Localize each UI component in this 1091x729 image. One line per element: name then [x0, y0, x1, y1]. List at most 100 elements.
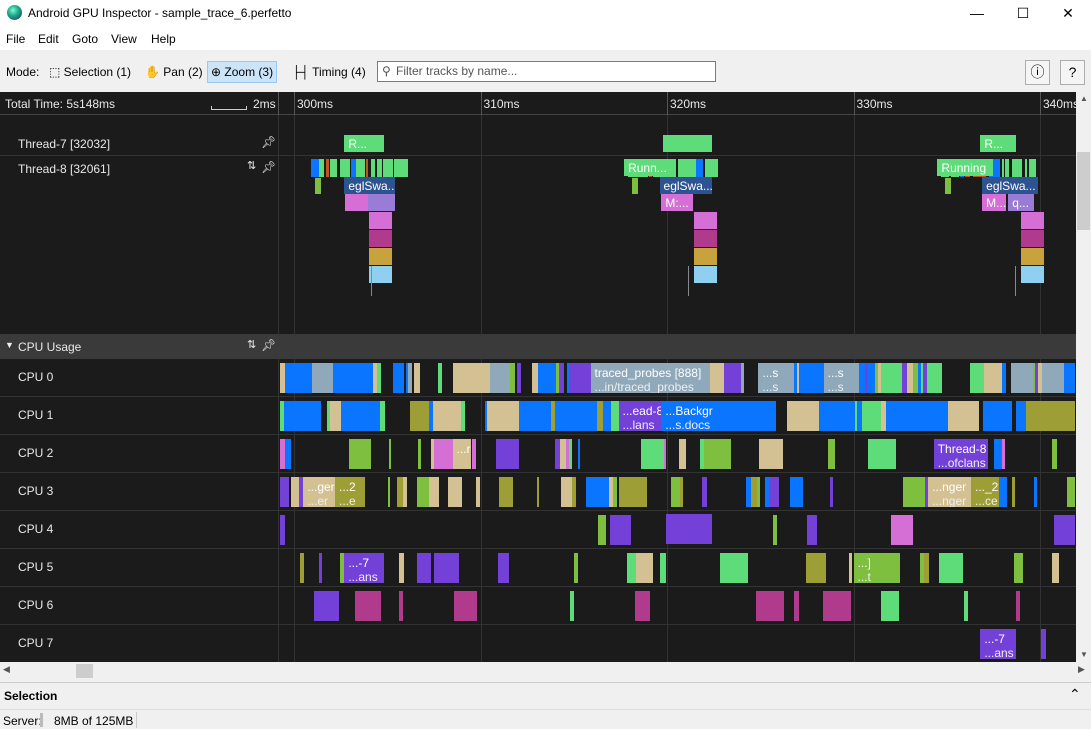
cpu-slice: [319, 553, 322, 583]
expand-icon[interactable]: ⇅: [247, 339, 257, 351]
slice[interactable]: [663, 135, 712, 152]
scrollbar-thumb[interactable]: [76, 664, 93, 678]
cpu-slice: [414, 363, 420, 393]
slice[interactable]: ...-7 ...ans: [344, 553, 384, 583]
info-button[interactable]: ⓘ: [1025, 60, 1050, 85]
cpu-slice: [963, 591, 969, 621]
cpu-slice: [925, 477, 931, 507]
slice[interactable]: ...nger ...nger: [928, 477, 971, 507]
slice[interactable]: ...] ...t: [853, 553, 901, 583]
cpu-slice: [988, 401, 1012, 431]
slice: [688, 266, 689, 296]
slice: [694, 266, 717, 283]
cpu-slice: [460, 401, 465, 431]
vertical-scrollbar[interactable]: ▲ ▼: [1076, 92, 1091, 662]
slice-label: ..._2: [974, 480, 999, 494]
menu-goto[interactable]: Goto: [72, 32, 99, 46]
pin-icon[interactable]: 📌︎: [261, 160, 277, 174]
pin-icon[interactable]: 📌︎: [261, 338, 277, 352]
slice[interactable]: ...Backgr ...s.docs: [661, 401, 746, 431]
slice[interactable]: Runn...: [624, 159, 671, 176]
pin-icon[interactable]: 📌︎: [261, 135, 277, 149]
cpu-slice: [408, 363, 412, 393]
scroll-down-icon[interactable]: ▼: [1080, 650, 1088, 659]
slice[interactable]: traced_probes [888] ...in/traced_probes: [590, 363, 710, 393]
mode-selection-button[interactable]: ⬚ Selection (1): [49, 65, 132, 79]
cpu-slice: [723, 363, 742, 393]
scroll-left-icon[interactable]: ◀: [3, 664, 10, 674]
slice[interactable]: ...s ...s: [823, 363, 860, 393]
horizontal-scrollbar[interactable]: ◀ ▶: [0, 662, 1091, 680]
mode-zoom-button[interactable]: ⊕ Zoom (3): [207, 61, 278, 83]
thread-7-label: Thread-7 [32032]: [18, 137, 111, 151]
slice-sublabel: ...in/traced_probes: [594, 380, 694, 393]
cpu-slice: [703, 439, 731, 469]
slice[interactable]: R...: [980, 135, 1016, 152]
chevron-up-icon[interactable]: ⌃: [1069, 686, 1081, 702]
slice-label: eglSwa...: [986, 178, 1036, 193]
help-button[interactable]: ?: [1060, 60, 1085, 85]
slice[interactable]: ...-7 ...ans: [980, 629, 1016, 659]
cpu-slice: [635, 591, 650, 621]
slice[interactable]: Thread-8 ...ofclans: [933, 439, 988, 469]
cpu-slice: [663, 439, 667, 469]
collapse-icon[interactable]: ⇅: [247, 160, 257, 172]
slice: [369, 230, 392, 247]
cpu-slice: [433, 553, 459, 583]
slice[interactable]: R...: [344, 135, 384, 152]
slice[interactable]: ..._2 ...ce: [970, 477, 999, 507]
slice: [345, 194, 368, 211]
cpu-slice: [799, 363, 826, 393]
cpu-slice: [626, 553, 636, 583]
scroll-right-icon[interactable]: ▶: [1078, 664, 1085, 674]
mode-timing-button[interactable]: ├┤ Timing (4): [292, 65, 366, 79]
mode-pan-button[interactable]: ✋ Pan (2): [145, 65, 203, 79]
slice: [368, 194, 395, 211]
scroll-up-icon[interactable]: ▲: [1080, 94, 1088, 103]
cpu-slice: [1016, 591, 1020, 621]
thread-state-slice: [356, 159, 366, 177]
cpu-slice: [920, 553, 925, 583]
cpu-usage-title: CPU Usage: [18, 340, 82, 354]
cpu-slice: [280, 515, 286, 545]
row-separator: [0, 624, 1076, 625]
cpu-slice: [1040, 629, 1047, 659]
menu-file[interactable]: File: [6, 32, 26, 46]
slice[interactable]: ...s ...s: [758, 363, 794, 393]
slice: [945, 178, 951, 194]
cpu-slice: [881, 401, 886, 431]
cpu-slice: [565, 439, 569, 469]
trace-timeline[interactable]: Total Time: 5s148ms 2ms Thread-7 [32032]…: [0, 92, 1076, 662]
cpu-slice: [993, 439, 1003, 469]
minimize-button[interactable]: —: [970, 5, 984, 21]
slice[interactable]: eglSwa...: [982, 176, 1039, 194]
cpu-slice: [369, 363, 373, 393]
slice[interactable]: ...ead-8 ...lans: [618, 401, 662, 431]
scrollbar-thumb[interactable]: [1077, 152, 1090, 230]
cpu-usage-header[interactable]: ▼ CPU Usage ⇅ 📌︎: [0, 334, 1076, 359]
slice[interactable]: eglSwa...: [344, 176, 395, 194]
cpu-slice: [937, 401, 941, 431]
cpu-slice: [679, 439, 687, 469]
slice[interactable]: M...: [982, 194, 1007, 211]
menu-edit[interactable]: Edit: [38, 32, 59, 46]
slice[interactable]: eglSwa...: [659, 176, 712, 194]
filter-tracks-input[interactable]: ⚲ Filter tracks by name...: [377, 61, 716, 82]
cpu-slice: [1051, 439, 1057, 469]
slice[interactable]: M:...: [661, 194, 694, 211]
slice[interactable]: ...ger ...er: [303, 477, 336, 507]
cpu-slice: [442, 401, 447, 431]
menu-view[interactable]: View: [111, 32, 137, 46]
cpu-slice: [666, 514, 712, 544]
slice[interactable]: q...: [1008, 194, 1035, 211]
close-button[interactable]: ✕: [1062, 5, 1074, 21]
maximize-button[interactable]: ☐: [1016, 5, 1030, 21]
cpu-slice: [819, 401, 824, 431]
row-separator: [0, 472, 1076, 473]
slice[interactable]: Running: [937, 159, 994, 176]
slice[interactable]: ...2 ...e: [335, 477, 365, 507]
tick-label: 300ms: [297, 97, 334, 111]
slice[interactable]: ...r: [452, 439, 472, 469]
expand-arrow-icon[interactable]: ▼: [5, 340, 14, 350]
menu-help[interactable]: Help: [151, 32, 176, 46]
